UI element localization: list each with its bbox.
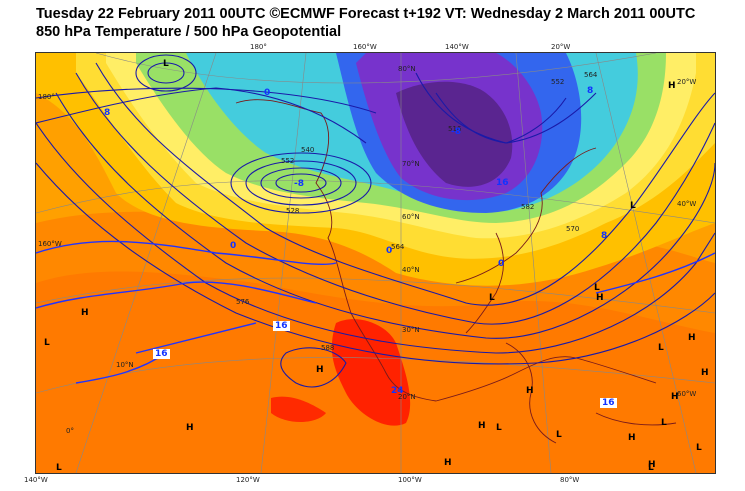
forecast-map: 180° 160°W 20°W 40°W 60°W 80°N 70°N 60°N…	[35, 52, 716, 474]
high-pressure-marker: H	[671, 392, 679, 402]
geopotential-contours	[36, 54, 715, 388]
isotherm-label: 0	[264, 88, 271, 98]
high-pressure-marker: H	[186, 423, 194, 433]
interior-lat-40N: 40°N	[402, 266, 420, 274]
lon-label-top: 140°W	[445, 43, 469, 51]
lon-label-bottom: 140°W	[24, 476, 48, 484]
high-pressure-marker: H	[316, 365, 324, 375]
isotherm-label: -8	[294, 179, 304, 189]
high-pressure-marker: H	[628, 433, 636, 443]
high-pressure-marker: H	[444, 458, 452, 468]
interior-lat-80N: 80°N	[398, 65, 416, 73]
isotherm-label: 0	[498, 259, 505, 269]
map-canvas	[36, 53, 715, 473]
isotherm-label: -8	[451, 127, 461, 137]
geopotential-label: 528	[286, 207, 300, 215]
geopotential-label: 588	[321, 344, 335, 352]
geopotential-label: 582	[521, 203, 535, 211]
lon-label-top: 180°	[250, 43, 267, 51]
geopotential-label: 570	[566, 225, 580, 233]
high-pressure-marker: H	[668, 81, 676, 91]
interior-lat-0: 0°	[66, 427, 74, 435]
lon-label-top: 20°W	[551, 43, 571, 51]
lat-label-right-1: 20°W	[677, 78, 697, 86]
low-pressure-marker: L	[44, 338, 50, 348]
lat-label-right-3: 60°W	[677, 390, 697, 398]
interior-lat-10N: 10°N	[116, 361, 134, 369]
isotherm-label: 16	[600, 398, 617, 408]
geopotential-label: 564	[391, 243, 405, 251]
low-pressure-marker: L	[556, 430, 562, 440]
geopotential-label: 576	[236, 298, 250, 306]
geopotential-label: 516	[448, 125, 462, 133]
isotherm-label: 16	[273, 321, 290, 331]
coastlines	[235, 99, 677, 444]
geopotential-label: 540	[301, 146, 315, 154]
lat-label-right-2: 40°W	[677, 200, 697, 208]
low-pressure-marker: L	[630, 201, 636, 211]
low-pressure-marker: L	[56, 463, 62, 473]
lon-label-bottom: 100°W	[398, 476, 422, 484]
lon-label-bottom: 80°W	[560, 476, 580, 484]
interior-lat-20N: 20°N	[398, 393, 416, 401]
low-pressure-marker: L	[489, 293, 495, 303]
lat-label-left-2: 160°W	[38, 240, 62, 248]
low-pressure-marker: L	[658, 343, 664, 353]
low-pressure-marker: L	[594, 283, 600, 293]
isotherm-label: 8	[104, 108, 111, 118]
geopotential-label: 552	[281, 157, 295, 165]
high-pressure-marker: H	[478, 421, 486, 431]
high-pressure-marker: H	[648, 460, 656, 470]
low-pressure-marker: L	[696, 443, 702, 453]
high-pressure-marker: H	[526, 386, 534, 396]
lat-label-left-1: 180°	[38, 93, 55, 101]
high-pressure-marker: H	[81, 308, 89, 318]
isotherm-label: 8	[601, 231, 608, 241]
lon-label-bottom: 120°W	[236, 476, 260, 484]
isotherm-label: 24	[391, 386, 404, 396]
interior-lat-30N: 30°N	[402, 326, 420, 334]
low-pressure-marker: L	[648, 463, 654, 473]
low-pressure-marker: L	[496, 423, 502, 433]
isotherm-label: 16	[153, 349, 170, 359]
high-pressure-marker: H	[596, 293, 604, 303]
temp-band-deep-purple	[396, 81, 513, 187]
lon-label-top: 160°W	[353, 43, 377, 51]
isotherm-label: 16	[496, 178, 509, 188]
isotherm-label: 8	[587, 86, 594, 96]
isotherm-label: 0	[230, 241, 237, 251]
geopotential-label: 552	[551, 78, 565, 86]
temp-hot-region	[331, 319, 411, 426]
high-pressure-marker: H	[688, 333, 696, 343]
temp-hot-patch	[271, 396, 326, 422]
geopotential-label: 564	[584, 71, 598, 79]
high-pressure-marker: H	[701, 368, 709, 378]
graticule	[36, 53, 715, 473]
interior-lat-60N: 60°N	[402, 213, 420, 221]
low-pressure-marker: L	[661, 418, 667, 428]
low-pressure-marker: L	[163, 59, 169, 69]
isotherm-label: 0	[386, 246, 393, 256]
chart-subtitle: 850 hPa Temperature / 500 hPa Geopotenti…	[36, 24, 342, 40]
chart-title: Tuesday 22 February 2011 00UTC ©ECMWF Fo…	[36, 6, 696, 22]
interior-lat-70N: 70°N	[402, 160, 420, 168]
